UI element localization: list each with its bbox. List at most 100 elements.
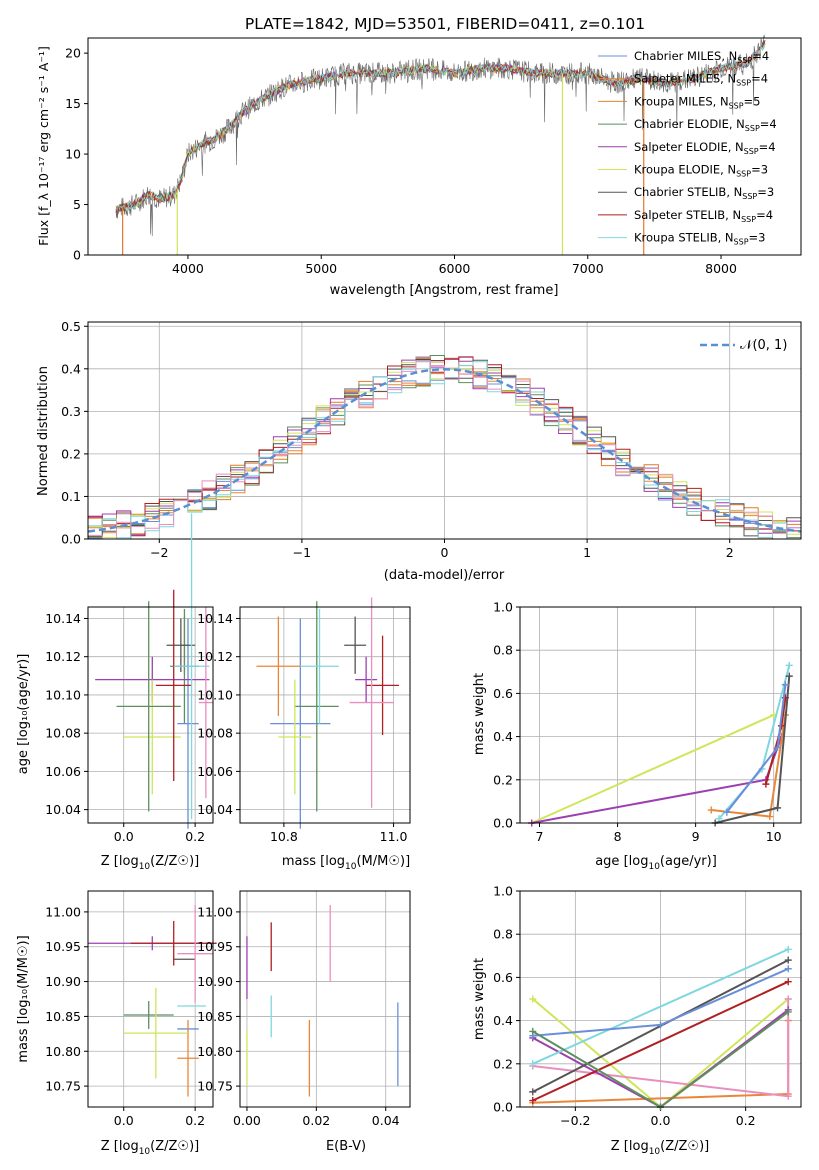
weight-vs-age-marker [715,815,723,823]
weight-vs-Z-x-tick-label: 0.2 [736,1113,756,1128]
spectrum-y-axis-label: Flux [f_λ 10⁻¹⁷ erg cm⁻² s⁻¹ A⁻¹] [36,46,51,246]
weight-vs-age-x-tick-label: 9 [692,829,700,844]
age-vs-Z-x-tick-label: 0.2 [185,829,205,844]
age-vs-mass-y-tick-label: 10.08 [197,726,233,741]
spectrum-legend-label: Chabrier STELIB, NSSP=3 [634,185,774,201]
weight-vs-Z-y-tick-label: 1.0 [493,884,513,899]
age-vs-mass-x-tick-label: 11.0 [380,829,408,844]
age-vs-Z-frame [87,606,214,824]
mass-vs-EBV-x-tick-label: 0.04 [372,1113,400,1128]
weight-vs-Z-line [532,980,789,1102]
weight-vs-Z-x-axis-label: Z [log10(Z/Z☉)] [611,1139,709,1157]
spectrum-y-ticks: 0 5 10 15 20 [65,46,88,263]
histogram-y-axis-label: Normed distribution [36,366,51,496]
weight-vs-age-y-tick-label: 1.0 [493,600,513,615]
weight-vs-age-marker [762,780,770,788]
weight-vs-age-marker [781,681,789,689]
weight-vs-Z-y-tick-label: 0.8 [493,927,513,942]
mass-vs-Z-frame [87,890,214,1108]
histogram-x-tick-label: 1 [583,545,591,560]
weight-vs-age-y-tick-label: 0.2 [493,772,513,787]
mass-vs-Z-x-tick-label: 0.0 [114,1113,134,1128]
mass-vs-EBV-y-tick-label: 10.75 [197,1079,233,1094]
weight-vs-age-panel: 7 8 9 10 0.0 0.2 0.4 0.6 0.8 1.0 [493,600,802,844]
histogram-y-tick-label: 0.0 [61,532,81,547]
weight-vs-Z-x-tick-label: −0.2 [560,1113,590,1128]
histogram-x-axis-label: (data-model)/error [384,568,505,583]
mass-vs-Z-y-tick-label: 10.75 [45,1079,81,1094]
spectrum-plot-area [115,34,766,255]
age-vs-mass-panel: 10.8 11.0 10.04 10.06 10.08 10.10 10.12 10.14 [197,597,411,844]
spectrum-y-tick-label: 0 [73,248,81,263]
spectrum-x-ticks: 4000 5000 6000 7000 8000 [172,255,737,276]
histogram-legend: 𝒩(0, 1) [700,338,787,353]
spectrum-y-tick-label: 20 [65,46,81,61]
mass-vs-Z-x-tick-label: 0.2 [185,1113,205,1128]
weight-vs-Z-marker [784,978,792,986]
weight-vs-Z-y-tick-label: 0.6 [493,970,513,985]
mass-vs-EBV-x-tick-label: 0.00 [233,1113,261,1128]
age-vs-mass-plot-area [256,597,400,829]
age-vs-Z-plot-area [95,513,213,829]
weight-vs-age-frame [519,606,802,824]
histogram-step-line [88,357,801,540]
weight-vs-Z-marker [529,1097,537,1105]
weight-vs-age-marker [785,672,793,680]
spectrum-legend: Chabrier MILES, NSSP=4 Salpeter MILES, NS… [598,49,777,247]
weight-vs-Z-frame [519,890,802,1108]
histogram-plot-area [87,355,802,540]
mass-vs-Z-plot-area [88,904,217,1097]
legend-normal-label: 𝒩(0, 1) [740,338,787,353]
weight-vs-age-line [531,714,775,824]
weight-vs-Z-marker [529,1060,537,1068]
weight-vs-Z-y-axis-label: mass weight [472,958,487,1040]
weight-vs-age-y-tick-label: 0.8 [493,643,513,658]
spectrum-y-tick-label: 15 [65,96,81,111]
weight-vs-age-y-tick-label: 0.0 [493,816,513,831]
mass-vs-metallicity-panel: 0.0 0.2 10.75 10.80 10.85 10.90 10.95 11.00 [45,890,217,1128]
spectrum-legend-label: Salpeter ELODIE, NSSP=4 [634,140,776,156]
age-vs-metallicity-panel: 0.0 0.2 10.04 10.06 10.08 10.10 10.12 10.14 [45,513,214,844]
histogram-y-tick-label: 0.2 [61,446,81,461]
weight-vs-Z-marker [784,956,792,964]
mass-vs-extinction-panel: 0.00 0.02 0.04 10.75 10.80 10.85 10.90 10.95 11.… [197,890,411,1128]
histogram-y-tick-label: 0.1 [61,489,81,504]
weight-vs-Z-y-tick-label: 0.0 [493,1100,513,1115]
spectrum-legend-label: Salpeter STELIB, NSSP=4 [634,208,773,224]
age-vs-mass-y-tick-label: 10.12 [197,649,233,664]
age-vs-mass-x-tick-label: 10.8 [270,829,298,844]
age-vs-Z-y-tick-label: 10.04 [45,802,81,817]
weight-vs-metallicity-panel: −0.2 0.0 0.2 0.0 0.2 0.4 0.6 0.8 1.0 [493,884,802,1128]
weight-vs-age-y-tick-label: 0.4 [493,729,513,744]
mass-vs-EBV-x-axis-label: E(B-V) [326,1139,366,1154]
spectrum-legend-label: Chabrier ELODIE, NSSP=4 [634,117,777,133]
mass-vs-EBV-plot-area [246,904,399,1097]
age-vs-Z-y-tick-label: 10.10 [45,687,81,702]
age-vs-Z-y-tick-label: 10.14 [45,611,81,626]
mass-vs-EBV-y-tick-label: 10.90 [197,974,233,989]
histogram-y-ticks: 0.0 0.1 0.2 0.3 0.4 0.5 [61,319,88,547]
mass-vs-EBV-frame [239,890,411,1108]
mass-vs-EBV-y-tick-label: 11.00 [197,904,233,919]
weight-vs-age-marker [774,743,782,751]
weight-vs-Z-line [532,948,789,1065]
weight-vs-age-marker [785,661,793,669]
weight-vs-age-y-axis-label: mass weight [472,673,487,755]
weight-vs-Z-marker [784,995,792,1003]
weight-vs-age-marker [774,804,782,812]
spectrum-legend-label: Salpeter MILES, NSSP=4 [634,72,768,88]
spectrum-legend-label: Kroupa ELODIE, NSSP=3 [634,163,768,179]
age-vs-Z-y-tick-label: 10.08 [45,726,81,741]
histogram-y-tick-label: 0.3 [61,404,81,419]
mass-vs-Z-y-tick-label: 10.85 [45,1009,81,1024]
age-vs-Z-y-tick-label: 10.12 [45,649,81,664]
mass-vs-Z-y-tick-label: 10.90 [45,974,81,989]
mass-vs-Z-y-tick-label: 10.95 [45,939,81,954]
age-vs-mass-y-tick-label: 10.10 [197,687,233,702]
weight-vs-age-x-tick-label: 10 [766,829,782,844]
residual-histogram-panel: −2 −1 0 1 2 0.0 0.1 0.2 0.3 0.4 0.5 (data-model)/… [36,319,802,583]
age-vs-mass-frame [239,606,411,824]
spectrum-panel: 4000 5000 6000 7000 8000 0 5 10 15 20 wavelength… [36,34,802,298]
histogram-y-tick-label: 0.4 [61,361,81,376]
weight-vs-Z-marker [784,1008,792,1016]
